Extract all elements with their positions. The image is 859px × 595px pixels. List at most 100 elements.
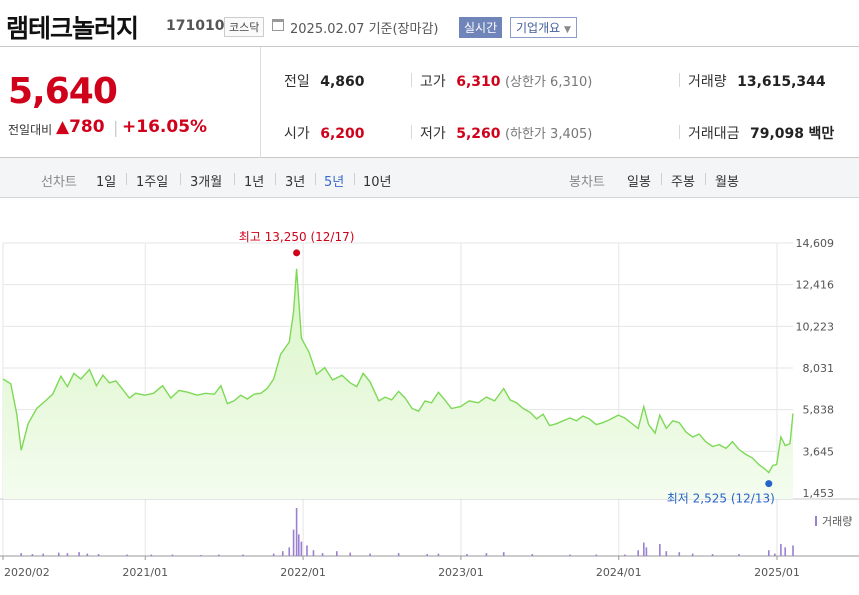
volume-bar <box>531 554 534 556</box>
divider <box>411 73 412 87</box>
price-area <box>3 268 793 499</box>
volume-bar <box>242 554 244 556</box>
volume-bar <box>336 551 338 556</box>
x-tick-label: 2023/01 <box>438 566 484 579</box>
volume-bar <box>78 552 80 556</box>
x-tick-label: 2020/02 <box>4 566 50 579</box>
volume-bar <box>272 553 275 556</box>
tab-weekly[interactable]: 주봉 <box>671 175 695 190</box>
volume-bar <box>711 554 714 556</box>
x-tick-label: 2025/01 <box>754 566 800 579</box>
volume-bar <box>312 550 315 556</box>
stock-header: 램테크놀러지 171010 코스닥 2025.02.07 기준(장마감) 실시간… <box>0 0 859 46</box>
volume-bars <box>20 508 794 556</box>
tab-divider <box>661 173 662 185</box>
volume-bar <box>623 554 626 556</box>
change-percent: +16.05% <box>122 117 208 137</box>
volume-bar <box>691 553 694 556</box>
tab-5y[interactable]: 5년 <box>324 175 345 190</box>
volume-legend-label: 거래량 <box>822 515 852 528</box>
y-tick-label: 10,223 <box>796 320 835 333</box>
volume-bar <box>306 545 308 556</box>
trade-amount-label: 거래대금 <box>688 126 740 142</box>
volume-bar <box>57 552 60 556</box>
divider <box>411 125 412 139</box>
as-of-date: 2025.02.07 기준(장마감) <box>290 22 439 37</box>
volume-bar <box>97 554 100 556</box>
volume-bar <box>485 553 488 556</box>
open-price: 시가 6,200 <box>284 123 365 143</box>
current-price: 5,640 <box>8 71 118 112</box>
tab-1y[interactable]: 1년 <box>244 175 265 190</box>
volume-bar <box>31 554 34 556</box>
price-line <box>2 268 794 474</box>
tab-1w[interactable]: 1주일 <box>136 175 169 190</box>
upper-limit: (상한가 6,310) <box>504 75 593 90</box>
volume-bar <box>643 542 645 556</box>
volume-bar <box>297 534 300 556</box>
tab-3y[interactable]: 3년 <box>285 175 306 190</box>
price-chart[interactable]: 14,609 12,416 10,223 8,031 5,838 3,645 1,453 2… <box>0 198 859 595</box>
volume-bar <box>792 545 794 556</box>
high-point-marker <box>293 249 301 257</box>
trade-amount-unit: 백만 <box>808 126 835 142</box>
realtime-button[interactable]: 실시간 <box>459 17 503 38</box>
tab-10y[interactable]: 10년 <box>363 175 392 190</box>
caret-down-icon: ▼ <box>564 25 571 35</box>
tab-divider <box>705 173 706 185</box>
stock-name: 램테크놀러지 <box>6 14 139 43</box>
prev-close: 전일 4,860 <box>284 71 365 91</box>
tab-divider <box>234 173 235 185</box>
lower-limit: (하한가 3,405) <box>504 127 593 142</box>
volume-bar <box>42 553 45 556</box>
volume-value: 13,615,344 <box>737 74 826 90</box>
volume-bar <box>397 553 400 556</box>
volume-bar <box>20 553 22 556</box>
company-info-dropdown[interactable]: 기업개요 ▼ <box>510 17 577 38</box>
tab-monthly[interactable]: 월봉 <box>715 175 739 190</box>
x-tick-label: 2024/01 <box>596 566 642 579</box>
high-value: 6,310 <box>456 74 501 90</box>
y-tick-label: 3,645 <box>803 445 835 458</box>
calendar-icon <box>272 19 284 31</box>
volume-bar <box>300 541 303 556</box>
volume-bar <box>281 551 284 556</box>
candle-chart-label: 봉차트 <box>569 175 605 190</box>
volume-bar <box>86 553 89 556</box>
market-badge: 코스닥 <box>224 17 265 37</box>
volume-bar <box>502 552 505 556</box>
y-tick-label: 5,838 <box>803 404 835 417</box>
quote-panel: 5,640 전일대비 ▲780 | +16.05% 전일 4,860 시가 6,… <box>0 46 859 158</box>
volume-bar <box>217 554 220 556</box>
volume-bar <box>767 550 770 556</box>
open-label: 시가 <box>284 126 310 142</box>
change-label: 전일대비 <box>8 123 53 137</box>
volume-label: 거래량 <box>688 74 727 90</box>
high-annotation: 최고 13,250 (12/17) <box>239 230 355 244</box>
volume-bar <box>426 554 428 556</box>
line-chart-label: 선차트 <box>41 175 77 190</box>
trade-amount: 거래대금 79,098 백만 <box>688 123 834 143</box>
tab-daily[interactable]: 일봉 <box>627 175 651 190</box>
volume-bar <box>645 547 648 556</box>
volume-bar <box>295 508 298 556</box>
volume: 거래량 13,615,344 <box>688 71 826 91</box>
tab-3m[interactable]: 3개월 <box>190 175 223 190</box>
y-tick-label: 1,453 <box>803 487 835 500</box>
tab-divider <box>275 173 276 185</box>
volume-bar <box>466 554 468 556</box>
low-value: 5,260 <box>456 126 501 142</box>
volume-bar <box>126 554 128 556</box>
stock-code: 171010 <box>166 18 225 34</box>
volume-bar <box>774 553 776 556</box>
volume-bar <box>678 552 681 556</box>
x-axis-labels: 2020/02 2021/01 2022/01 2023/01 2024/01 2025/… <box>2 556 800 579</box>
chart-period-tabs: 선차트 1일 1주일 3개월 1년 3년 5년 10년 봉차트 일봉 주봉 월봉 <box>0 158 859 198</box>
volume-bar <box>369 553 371 556</box>
tab-divider <box>354 173 355 185</box>
divider <box>679 73 680 87</box>
volume-bar <box>171 554 174 556</box>
tab-1d[interactable]: 1일 <box>96 175 117 190</box>
tab-divider <box>126 173 127 185</box>
high-price: 고가 6,310 (상한가 6,310) <box>420 71 592 91</box>
